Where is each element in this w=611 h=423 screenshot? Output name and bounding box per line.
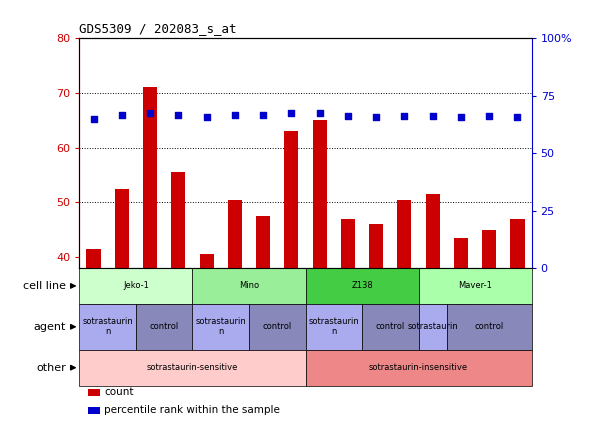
Bar bbox=[426, 194, 440, 268]
Text: agent: agent bbox=[34, 322, 66, 332]
Text: Z138: Z138 bbox=[351, 281, 373, 291]
Text: sotrastaurin-insensitive: sotrastaurin-insensitive bbox=[369, 363, 468, 372]
Bar bbox=[369, 224, 383, 268]
Bar bbox=[482, 230, 496, 268]
Point bbox=[230, 112, 240, 118]
Bar bbox=[171, 172, 185, 268]
Text: Maver-1: Maver-1 bbox=[458, 281, 492, 291]
Point bbox=[117, 112, 126, 118]
Text: GSM1044967: GSM1044967 bbox=[89, 270, 98, 321]
Bar bbox=[341, 219, 355, 268]
Point bbox=[456, 114, 466, 121]
Text: GSM1044969: GSM1044969 bbox=[117, 270, 126, 321]
Text: sotrastaurin
n: sotrastaurin n bbox=[196, 317, 246, 336]
Bar bbox=[89, 407, 100, 415]
Text: GSM1044979: GSM1044979 bbox=[428, 270, 437, 321]
Point bbox=[287, 110, 296, 116]
Point bbox=[89, 115, 98, 122]
Text: GSM1044966: GSM1044966 bbox=[145, 270, 155, 321]
Text: GDS5309 / 202083_s_at: GDS5309 / 202083_s_at bbox=[79, 22, 237, 36]
Bar bbox=[192, 268, 306, 304]
Text: GSM1044977: GSM1044977 bbox=[343, 270, 353, 321]
Point bbox=[145, 110, 155, 116]
Bar bbox=[79, 304, 136, 350]
Text: control: control bbox=[150, 322, 179, 331]
Bar bbox=[510, 219, 524, 268]
Bar bbox=[115, 189, 129, 268]
Text: Mino: Mino bbox=[239, 281, 259, 291]
Point bbox=[202, 114, 211, 121]
Text: GSM1044978: GSM1044978 bbox=[485, 270, 494, 321]
Bar bbox=[89, 389, 100, 396]
Bar bbox=[306, 268, 419, 304]
Bar bbox=[362, 304, 419, 350]
Text: cell line: cell line bbox=[23, 281, 66, 291]
Text: GSM1044970: GSM1044970 bbox=[258, 270, 268, 321]
Bar bbox=[249, 304, 306, 350]
Text: sotrastaurin
n: sotrastaurin n bbox=[82, 317, 133, 336]
Point bbox=[400, 113, 409, 120]
Text: control: control bbox=[475, 322, 504, 331]
Bar bbox=[192, 304, 249, 350]
Bar bbox=[419, 304, 447, 350]
Bar bbox=[447, 304, 532, 350]
Bar bbox=[79, 350, 306, 385]
Point bbox=[343, 113, 353, 120]
Text: GSM1044974: GSM1044974 bbox=[371, 270, 381, 321]
Bar bbox=[200, 254, 214, 268]
Bar bbox=[397, 200, 411, 268]
Text: count: count bbox=[104, 387, 134, 397]
Text: GSM1044972: GSM1044972 bbox=[287, 270, 296, 321]
Text: sotrastaurin: sotrastaurin bbox=[408, 322, 458, 331]
Text: GSM1044971: GSM1044971 bbox=[202, 270, 211, 321]
Text: GSM1044981: GSM1044981 bbox=[456, 270, 466, 321]
Bar bbox=[306, 350, 532, 385]
Point bbox=[371, 114, 381, 121]
Text: GSM1044980: GSM1044980 bbox=[513, 270, 522, 321]
Point bbox=[258, 112, 268, 118]
Text: Jeko-1: Jeko-1 bbox=[123, 281, 149, 291]
Bar bbox=[284, 131, 298, 268]
Bar bbox=[419, 268, 532, 304]
Text: sotrastaurin
n: sotrastaurin n bbox=[309, 317, 359, 336]
Bar bbox=[87, 249, 101, 268]
Text: GSM1044976: GSM1044976 bbox=[400, 270, 409, 321]
Bar bbox=[306, 304, 362, 350]
Bar bbox=[454, 238, 468, 268]
Text: control: control bbox=[263, 322, 292, 331]
Text: GSM1044975: GSM1044975 bbox=[315, 270, 324, 321]
Text: other: other bbox=[36, 363, 66, 373]
Bar bbox=[143, 87, 157, 268]
Point bbox=[513, 114, 522, 121]
Text: control: control bbox=[376, 322, 405, 331]
Bar bbox=[313, 120, 327, 268]
Text: percentile rank within the sample: percentile rank within the sample bbox=[104, 406, 280, 415]
Text: GSM1044973: GSM1044973 bbox=[230, 270, 240, 321]
Bar bbox=[256, 216, 270, 268]
Text: sotrastaurin-sensitive: sotrastaurin-sensitive bbox=[147, 363, 238, 372]
Point bbox=[428, 113, 437, 120]
Point bbox=[315, 110, 324, 116]
Bar bbox=[79, 268, 192, 304]
Bar bbox=[136, 304, 192, 350]
Point bbox=[485, 113, 494, 120]
Point bbox=[174, 112, 183, 118]
Bar bbox=[228, 200, 242, 268]
Text: GSM1044968: GSM1044968 bbox=[174, 270, 183, 321]
